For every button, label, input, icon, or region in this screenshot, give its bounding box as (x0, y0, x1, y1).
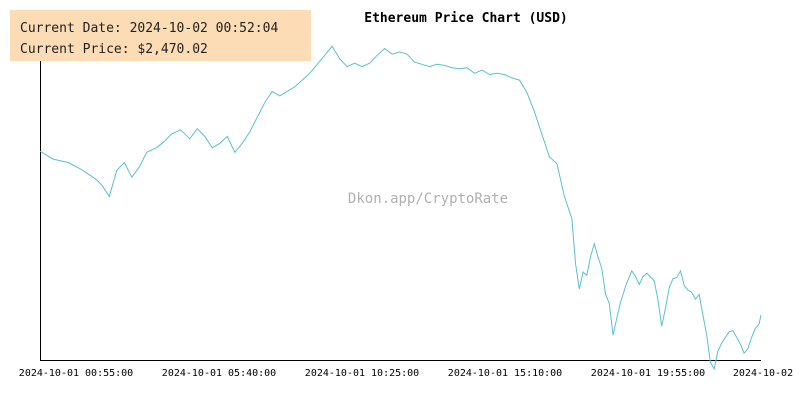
current-date-label: Current Date: (20, 21, 122, 36)
chart-title: Ethereum Price Chart (USD) (364, 11, 568, 26)
watermark: Dkon.app/CryptoRate (348, 191, 508, 207)
price-line (39, 45, 762, 371)
current-price-value: $2,470.02 (137, 42, 208, 57)
current-price-label: Current Price: (20, 42, 130, 57)
x-tick-label: 2024-10-01 19:55:00 (591, 368, 705, 379)
x-tick-label: 2024-10-01 00:55:00 (19, 368, 133, 379)
x-tick-label: 2024-10-01 05:40:00 (162, 368, 276, 379)
current-date-row: Current Date: 2024-10-02 00:52:04 (20, 18, 311, 39)
current-price-box: Current Date: 2024-10-02 00:52:04 Curren… (10, 10, 311, 61)
x-tick-labels: 2024-10-01 00:55:00 2024-10-01 05:40:00 20… (19, 368, 793, 379)
current-price-row: Current Price: $2,470.02 (20, 39, 311, 60)
x-tick-label: 2024-10-01 10:25:00 (305, 368, 419, 379)
x-tick-label: 2024-10-02 (733, 368, 793, 379)
x-tick-label: 2024-10-01 15:10:00 (448, 368, 562, 379)
current-date-value: 2024-10-02 00:52:04 (129, 21, 279, 36)
